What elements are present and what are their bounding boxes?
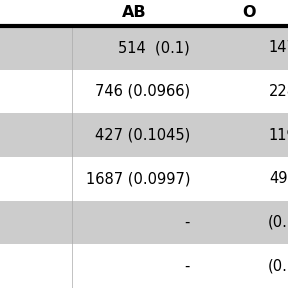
Bar: [0, 70, 288, 113]
Text: 228: 228: [269, 84, 288, 99]
Bar: [0, 26, 288, 70]
Text: 514  (0.1): 514 (0.1): [118, 40, 190, 55]
Bar: [0, 157, 288, 201]
Text: 495: 495: [269, 171, 288, 186]
Text: 746 (0.0966): 746 (0.0966): [95, 84, 190, 99]
Text: 119: 119: [269, 128, 288, 143]
Text: AB: AB: [122, 5, 146, 20]
Text: 427 (0.1045): 427 (0.1045): [95, 128, 190, 143]
Bar: [0, 201, 288, 244]
Text: (0.5: (0.5: [268, 215, 288, 230]
Text: (0.5: (0.5: [268, 259, 288, 274]
Bar: [0, 0, 288, 26]
Text: -: -: [185, 215, 190, 230]
Text: -: -: [185, 259, 190, 274]
Bar: [0, 113, 288, 157]
Text: 1687 (0.0997): 1687 (0.0997): [86, 171, 190, 186]
Text: 147: 147: [269, 40, 288, 55]
Text: O: O: [242, 5, 256, 20]
Bar: [0, 244, 288, 288]
